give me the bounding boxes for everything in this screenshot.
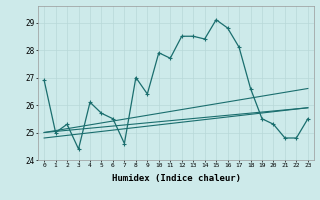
X-axis label: Humidex (Indice chaleur): Humidex (Indice chaleur): [111, 174, 241, 183]
